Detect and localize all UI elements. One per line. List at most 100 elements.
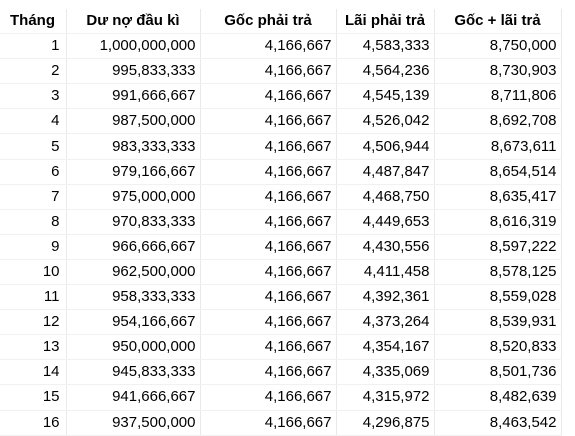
principal-cell[interactable]: 4,166,667 xyxy=(200,309,337,336)
total-payment-cell[interactable]: 8,597,222 xyxy=(434,234,562,260)
total-payment-cell[interactable]: 8,673,611 xyxy=(434,133,562,160)
interest-cell[interactable]: 4,545,139 xyxy=(336,83,435,110)
total-payment-cell[interactable]: 8,520,833 xyxy=(434,334,562,361)
total-payment-cell[interactable]: 8,654,514 xyxy=(434,159,562,185)
interest-cell[interactable]: 4,411,458 xyxy=(336,259,435,286)
principal-cell[interactable]: 4,166,667 xyxy=(200,33,337,60)
opening-balance-cell[interactable]: 937,500,000 xyxy=(66,410,201,436)
interest-cell[interactable]: 4,430,556 xyxy=(336,234,435,260)
table-row: 4 987,500,000 4,166,667 4,526,042 8,692,708 xyxy=(0,108,562,135)
opening-balance-cell[interactable]: 1,000,000,000 xyxy=(66,33,201,60)
month-cell[interactable]: 14 xyxy=(0,359,67,386)
total-payment-cell[interactable]: 8,501,736 xyxy=(434,359,562,386)
month-cell[interactable]: 8 xyxy=(0,209,67,235)
interest-cell[interactable]: 4,315,972 xyxy=(336,384,435,411)
principal-cell[interactable]: 4,166,667 xyxy=(200,83,337,110)
header-cell-total-payment[interactable]: Gốc + lãi trả xyxy=(434,9,562,35)
interest-cell[interactable]: 4,392,361 xyxy=(336,284,435,311)
month-cell[interactable]: 12 xyxy=(0,309,67,336)
opening-balance-cell[interactable]: 941,666,667 xyxy=(66,384,201,411)
month-cell[interactable]: 15 xyxy=(0,384,67,411)
interest-cell[interactable]: 4,564,236 xyxy=(336,58,435,85)
month-cell[interactable]: 4 xyxy=(0,108,67,135)
header-cell-month[interactable]: Tháng xyxy=(0,9,67,35)
interest-cell[interactable]: 4,487,847 xyxy=(336,159,435,185)
spreadsheet-area: Tháng Dư nợ đầu kì Gốc phải trả Lãi phải… xyxy=(0,9,562,436)
total-payment-cell[interactable]: 8,730,903 xyxy=(434,58,562,85)
table-row: 9 966,666,667 4,166,667 4,430,556 8,597,222 xyxy=(0,234,562,260)
month-cell[interactable]: 5 xyxy=(0,133,67,160)
interest-cell[interactable]: 4,583,333 xyxy=(336,33,435,60)
interest-cell[interactable]: 4,354,167 xyxy=(336,334,435,361)
opening-balance-cell[interactable]: 995,833,333 xyxy=(66,58,201,85)
month-cell[interactable]: 3 xyxy=(0,83,67,110)
opening-balance-cell[interactable]: 991,666,667 xyxy=(66,83,201,110)
total-payment-cell[interactable]: 8,692,708 xyxy=(434,108,562,135)
opening-balance-cell[interactable]: 958,333,333 xyxy=(66,284,201,311)
interest-cell[interactable]: 4,373,264 xyxy=(336,309,435,336)
table-row: 13 950,000,000 4,166,667 4,354,167 8,520,833 xyxy=(0,334,562,361)
opening-balance-cell[interactable]: 954,166,667 xyxy=(66,309,201,336)
month-cell[interactable]: 10 xyxy=(0,259,67,286)
principal-cell[interactable]: 4,166,667 xyxy=(200,234,337,260)
month-cell[interactable]: 11 xyxy=(0,284,67,311)
total-payment-cell[interactable]: 8,616,319 xyxy=(434,209,562,235)
month-cell[interactable]: 16 xyxy=(0,410,67,436)
principal-cell[interactable]: 4,166,667 xyxy=(200,58,337,85)
principal-cell[interactable]: 4,166,667 xyxy=(200,384,337,411)
opening-balance-cell[interactable]: 966,666,667 xyxy=(66,234,201,260)
opening-balance-cell[interactable]: 987,500,000 xyxy=(66,108,201,135)
month-cell[interactable]: 13 xyxy=(0,334,67,361)
total-payment-cell[interactable]: 8,635,417 xyxy=(434,184,562,210)
table-row: 16 937,500,000 4,166,667 4,296,875 8,463,542 xyxy=(0,410,562,436)
principal-cell[interactable]: 4,166,667 xyxy=(200,259,337,286)
month-cell[interactable]: 1 xyxy=(0,33,67,60)
total-payment-cell[interactable]: 8,482,639 xyxy=(434,384,562,411)
interest-cell[interactable]: 4,335,069 xyxy=(336,359,435,386)
header-cell-principal[interactable]: Gốc phải trả xyxy=(200,9,337,35)
principal-cell[interactable]: 4,166,667 xyxy=(200,133,337,160)
principal-cell[interactable]: 4,166,667 xyxy=(200,209,337,235)
month-cell[interactable]: 9 xyxy=(0,234,67,260)
loan-schedule-table: Tháng Dư nợ đầu kì Gốc phải trả Lãi phải… xyxy=(0,9,562,436)
opening-balance-cell[interactable]: 983,333,333 xyxy=(66,133,201,160)
principal-cell[interactable]: 4,166,667 xyxy=(200,284,337,311)
principal-cell[interactable]: 4,166,667 xyxy=(200,159,337,185)
month-cell[interactable]: 2 xyxy=(0,58,67,85)
principal-cell[interactable]: 4,166,667 xyxy=(200,410,337,436)
opening-balance-cell[interactable]: 975,000,000 xyxy=(66,184,201,210)
table-row: 15 941,666,667 4,166,667 4,315,972 8,482,639 xyxy=(0,384,562,411)
table-row: 8 970,833,333 4,166,667 4,449,653 8,616,319 xyxy=(0,209,562,235)
principal-cell[interactable]: 4,166,667 xyxy=(200,108,337,135)
month-cell[interactable]: 6 xyxy=(0,159,67,185)
principal-cell[interactable]: 4,166,667 xyxy=(200,184,337,210)
header-cell-interest[interactable]: Lãi phải trả xyxy=(336,9,435,35)
total-payment-cell[interactable]: 8,539,931 xyxy=(434,309,562,336)
opening-balance-cell[interactable]: 970,833,333 xyxy=(66,209,201,235)
table-row: 2 995,833,333 4,166,667 4,564,236 8,730,903 xyxy=(0,58,562,85)
interest-cell[interactable]: 4,526,042 xyxy=(336,108,435,135)
interest-cell[interactable]: 4,296,875 xyxy=(336,410,435,436)
month-cell[interactable]: 7 xyxy=(0,184,67,210)
opening-balance-cell[interactable]: 962,500,000 xyxy=(66,259,201,286)
interest-cell[interactable]: 4,506,944 xyxy=(336,133,435,160)
table-row: 12 954,166,667 4,166,667 4,373,264 8,539,931 xyxy=(0,309,562,336)
table-row: 5 983,333,333 4,166,667 4,506,944 8,673,611 xyxy=(0,133,562,160)
table-row: 7 975,000,000 4,166,667 4,468,750 8,635,417 xyxy=(0,184,562,210)
table-row: 1 1,000,000,000 4,166,667 4,583,333 8,750,00… xyxy=(0,33,562,60)
interest-cell[interactable]: 4,449,653 xyxy=(336,209,435,235)
total-payment-cell[interactable]: 8,578,125 xyxy=(434,259,562,286)
total-payment-cell[interactable]: 8,711,806 xyxy=(434,83,562,110)
opening-balance-cell[interactable]: 945,833,333 xyxy=(66,359,201,386)
total-payment-cell[interactable]: 8,750,000 xyxy=(434,33,562,60)
total-payment-cell[interactable]: 8,559,028 xyxy=(434,284,562,311)
header-cell-opening-balance[interactable]: Dư nợ đầu kì xyxy=(66,9,201,35)
table-row: 6 979,166,667 4,166,667 4,487,847 8,654,514 xyxy=(0,159,562,185)
header-row: Tháng Dư nợ đầu kì Gốc phải trả Lãi phải… xyxy=(0,9,562,35)
principal-cell[interactable]: 4,166,667 xyxy=(200,359,337,386)
interest-cell[interactable]: 4,468,750 xyxy=(336,184,435,210)
opening-balance-cell[interactable]: 950,000,000 xyxy=(66,334,201,361)
opening-balance-cell[interactable]: 979,166,667 xyxy=(66,159,201,185)
principal-cell[interactable]: 4,166,667 xyxy=(200,334,337,361)
total-payment-cell[interactable]: 8,463,542 xyxy=(434,410,562,436)
